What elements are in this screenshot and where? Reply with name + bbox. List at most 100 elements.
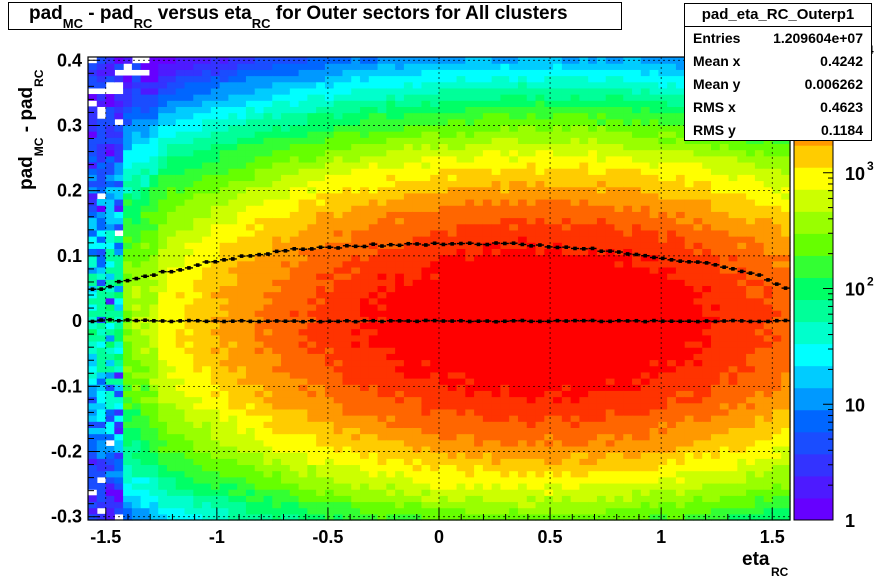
heatmap-cell bbox=[439, 217, 449, 225]
heatmap-cell bbox=[333, 445, 344, 453]
heatmap-cell bbox=[123, 174, 133, 182]
heatmap-cell bbox=[623, 260, 633, 268]
heatmap-cell bbox=[447, 476, 458, 484]
heatmap-cell bbox=[298, 279, 308, 287]
heatmap-cell bbox=[526, 310, 537, 317]
heatmap-cell bbox=[272, 359, 282, 367]
heatmap-cell bbox=[237, 81, 247, 89]
heatmap-cell bbox=[149, 340, 159, 348]
heatmap-cell bbox=[561, 334, 572, 342]
heatmap-cell bbox=[482, 112, 493, 120]
heatmap-cell bbox=[254, 94, 265, 101]
heatmap-cell bbox=[254, 217, 265, 225]
heatmap-cell bbox=[324, 470, 335, 478]
heatmap-cell bbox=[544, 489, 554, 496]
heatmap-cell bbox=[456, 260, 466, 268]
heatmap-cell bbox=[614, 236, 624, 243]
heatmap-cell bbox=[605, 266, 616, 274]
heatmap-cell bbox=[535, 322, 545, 330]
heatmap-cell bbox=[474, 112, 484, 120]
heatmap-cell bbox=[474, 402, 484, 410]
heatmap-cell bbox=[166, 149, 177, 157]
heatmap-cell bbox=[184, 248, 194, 256]
heatmap-cell bbox=[131, 476, 142, 484]
heatmap-cell bbox=[623, 415, 633, 422]
heatmap-cell bbox=[342, 75, 352, 83]
heatmap-cell bbox=[456, 106, 466, 114]
heatmap-cell bbox=[570, 340, 581, 348]
heatmap-cell bbox=[202, 260, 212, 268]
heatmap-cell bbox=[632, 217, 642, 225]
heatmap-cell bbox=[158, 285, 168, 293]
heatmap-cell bbox=[632, 427, 642, 435]
heatmap-cell bbox=[500, 273, 510, 280]
heatmap-cell bbox=[245, 137, 256, 145]
heatmap-cell bbox=[403, 69, 414, 77]
heatmap-cell bbox=[342, 421, 352, 428]
heatmap-cell bbox=[421, 297, 431, 305]
heatmap-cell bbox=[535, 81, 545, 89]
heatmap-cell bbox=[131, 365, 142, 373]
heatmap-cell bbox=[263, 236, 273, 243]
heatmap-cell bbox=[184, 470, 194, 478]
heatmap-cell bbox=[342, 328, 352, 336]
heatmap-cell bbox=[386, 229, 396, 237]
heatmap-cell bbox=[623, 161, 633, 169]
heatmap-cell bbox=[272, 347, 282, 354]
heatmap-cell bbox=[351, 205, 361, 212]
heatmap-cell bbox=[307, 273, 317, 280]
heatmap-cell bbox=[263, 260, 273, 268]
heatmap-cell bbox=[658, 106, 668, 114]
heatmap-cell bbox=[123, 285, 133, 293]
heatmap-cell bbox=[202, 236, 212, 243]
heatmap-cell bbox=[175, 131, 186, 138]
heatmap-cell bbox=[561, 285, 572, 293]
heatmap-cell bbox=[579, 248, 589, 256]
heatmap-cell bbox=[430, 310, 440, 317]
heatmap-cell bbox=[219, 464, 230, 472]
heatmap-cell bbox=[447, 63, 458, 70]
heatmap-cell bbox=[465, 211, 475, 219]
heatmap-cell bbox=[421, 303, 431, 311]
heatmap-cell bbox=[272, 365, 282, 373]
heatmap-cell bbox=[535, 470, 545, 478]
heatmap-cell bbox=[254, 439, 265, 447]
heatmap-cell bbox=[667, 217, 677, 225]
heatmap-cell bbox=[649, 347, 659, 354]
heatmap-cell bbox=[360, 408, 370, 416]
heatmap-cell bbox=[421, 81, 431, 89]
heatmap-cell bbox=[491, 57, 502, 64]
heatmap-cell bbox=[570, 94, 581, 101]
heatmap-cell bbox=[149, 476, 159, 484]
heatmap-cell bbox=[316, 445, 326, 453]
heatmap-cell bbox=[430, 223, 440, 231]
heatmap-cell bbox=[175, 143, 186, 151]
heatmap-cell bbox=[588, 273, 598, 280]
heatmap-cell bbox=[570, 279, 581, 287]
heatmap-cell bbox=[570, 273, 581, 280]
heatmap-cell bbox=[342, 445, 352, 453]
heatmap-cell bbox=[456, 63, 466, 70]
heatmap-cell bbox=[649, 322, 659, 330]
heatmap-cell bbox=[588, 421, 598, 428]
heatmap-cell bbox=[509, 273, 519, 280]
heatmap-cell bbox=[360, 513, 370, 521]
heatmap-cell bbox=[412, 211, 423, 219]
heatmap-cell bbox=[140, 87, 151, 95]
heatmap-cell bbox=[421, 421, 431, 428]
heatmap-cell bbox=[544, 347, 554, 354]
heatmap-cell bbox=[289, 161, 300, 169]
heatmap-cell bbox=[228, 297, 238, 305]
heatmap-cell bbox=[377, 452, 387, 459]
heatmap-cell bbox=[526, 143, 537, 151]
heatmap-cell bbox=[175, 458, 186, 466]
heatmap-cell bbox=[219, 458, 230, 466]
heatmap-cell bbox=[333, 223, 344, 231]
heatmap-cell bbox=[439, 402, 449, 410]
heatmap-cell bbox=[281, 365, 291, 373]
heatmap-cell bbox=[316, 489, 326, 496]
heatmap-cell bbox=[658, 495, 668, 503]
heatmap-cell bbox=[395, 501, 405, 509]
heatmap-cell bbox=[281, 137, 291, 145]
heatmap-cell bbox=[570, 378, 581, 385]
